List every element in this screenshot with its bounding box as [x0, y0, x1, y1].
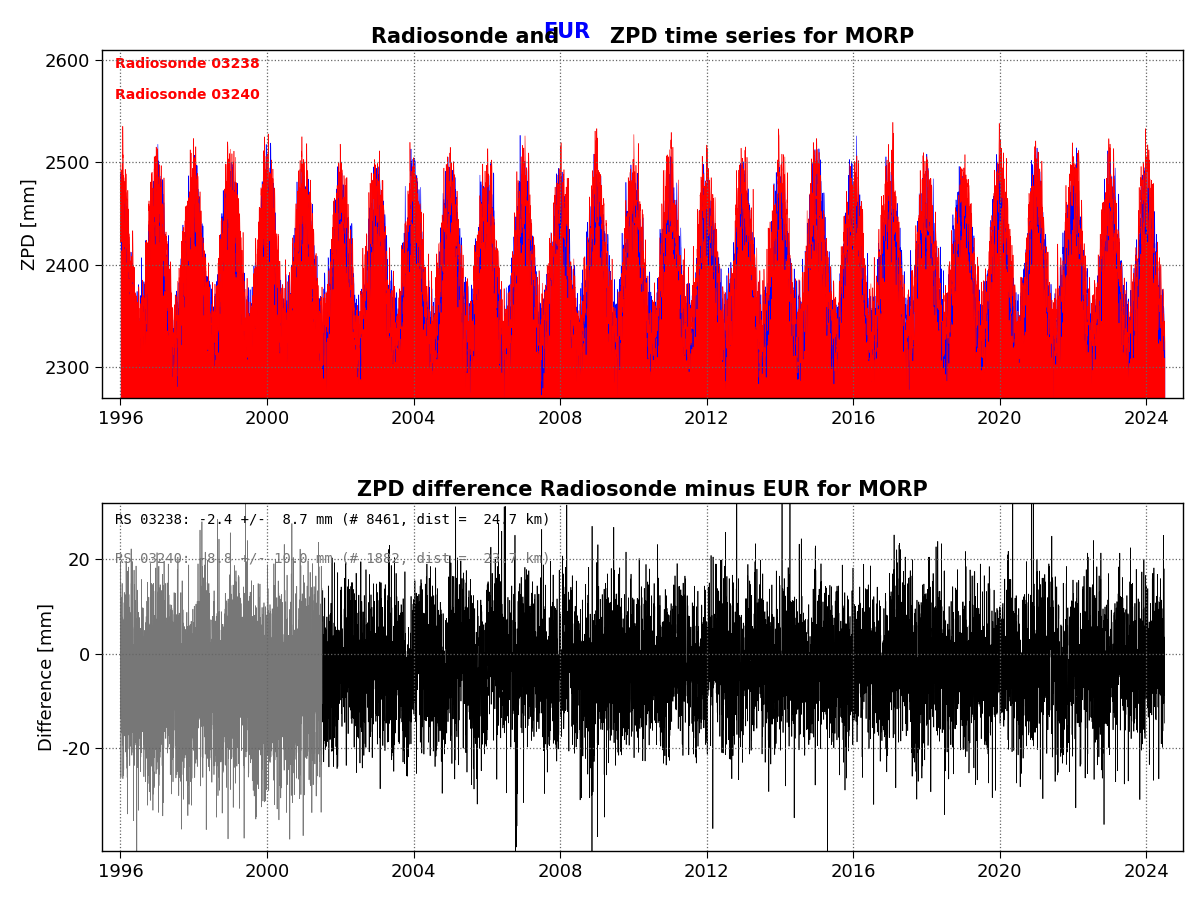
Text: EUR: EUR: [543, 22, 590, 41]
Text: Radiosonde 03238: Radiosonde 03238: [115, 57, 259, 70]
Text: RS 03238: -2.4 +/-  8.7 mm (# 8461, dist =  24.7 km): RS 03238: -2.4 +/- 8.7 mm (# 8461, dist …: [115, 514, 550, 527]
Y-axis label: ZPD [mm]: ZPD [mm]: [22, 178, 40, 269]
Text: RS 03240: -8.8 +/- 10.0 mm (# 1882, dist =  23.7 km): RS 03240: -8.8 +/- 10.0 mm (# 1882, dist…: [115, 551, 550, 566]
Title: Radiosonde and       ZPD time series for MORP: Radiosonde and ZPD time series for MORP: [371, 27, 914, 47]
Title: ZPD difference Radiosonde minus EUR for MORP: ZPD difference Radiosonde minus EUR for …: [357, 480, 928, 500]
Text: Radiosonde 03240: Radiosonde 03240: [115, 88, 259, 102]
Y-axis label: Difference [mm]: Difference [mm]: [37, 603, 55, 751]
